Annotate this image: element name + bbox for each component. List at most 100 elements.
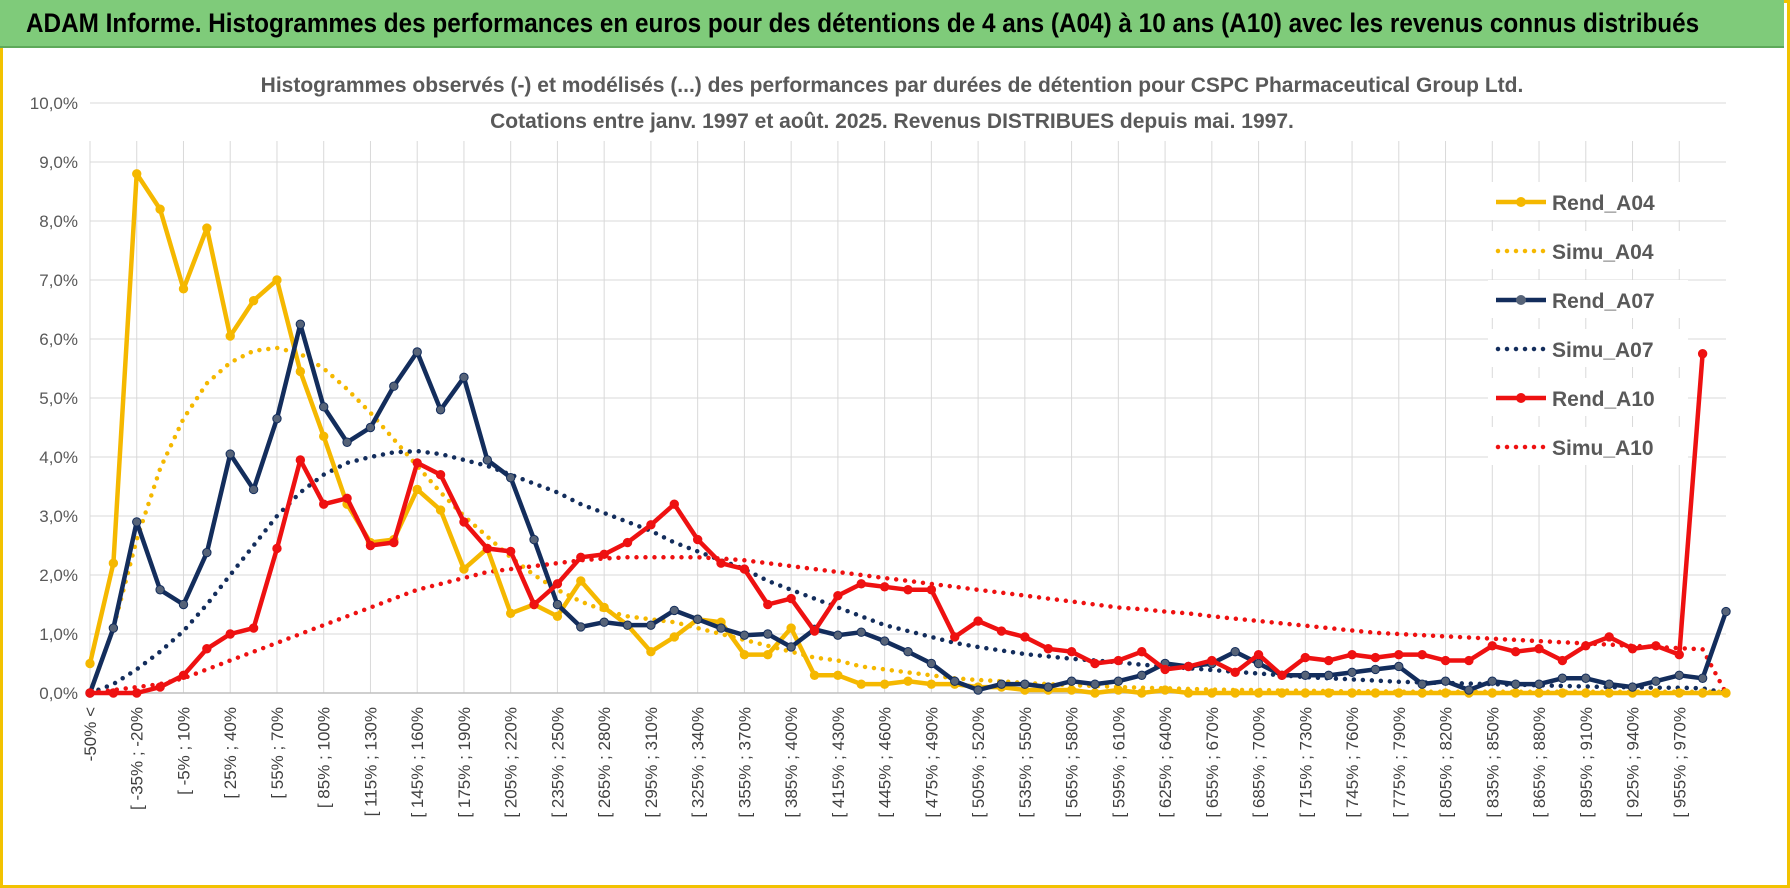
data-point <box>1090 658 1100 669</box>
data-point <box>1066 685 1077 695</box>
data-point <box>108 558 119 568</box>
data-point <box>202 644 212 654</box>
data-point <box>1183 688 1194 698</box>
data-point <box>1370 688 1381 698</box>
series-Simu_A07 <box>87 448 1729 696</box>
x-tick-label: [ 685% ; 700% <box>1250 707 1269 818</box>
y-tick-label: 6,0% <box>39 330 78 349</box>
data-point <box>739 630 750 640</box>
data-point <box>1510 647 1521 657</box>
x-tick-label: [ 535% ; 550% <box>1016 707 1035 818</box>
data-point <box>1066 647 1077 657</box>
data-point <box>342 437 352 447</box>
data-point <box>926 658 937 669</box>
data-point <box>202 223 212 233</box>
data-point <box>1207 655 1217 666</box>
data-point <box>926 585 937 595</box>
data-point <box>1510 688 1521 698</box>
data-point <box>716 558 726 568</box>
data-point <box>1721 688 1731 698</box>
data-point <box>1300 670 1311 680</box>
data-point <box>85 688 95 698</box>
data-point <box>739 564 750 574</box>
data-point <box>763 599 773 610</box>
data-point <box>1253 688 1264 698</box>
x-tick-label: [ 475% ; 490% <box>922 707 941 818</box>
legend-item: Rend_A04 <box>1488 182 1688 220</box>
data-point <box>1417 649 1427 660</box>
legend-marker <box>1516 197 1526 207</box>
series-Rend_A04 <box>85 169 1731 698</box>
data-point <box>1440 688 1451 698</box>
y-tick-label: 9,0% <box>39 153 78 172</box>
data-point <box>786 593 796 604</box>
legend-label: Simu_A04 <box>1552 241 1654 264</box>
data-point <box>669 605 679 616</box>
y-tick-label: 3,0% <box>39 507 78 526</box>
data-point <box>1253 649 1264 660</box>
data-point <box>692 534 703 545</box>
data-point <box>202 547 212 558</box>
data-point <box>1440 676 1451 686</box>
x-tick-label: [ 835% ; 850% <box>1483 707 1502 818</box>
data-point <box>903 647 913 657</box>
chart-legend: Rend_A04 Simu_A04 Rend_A07 Simu_A07 Rend_A10… <box>1488 182 1688 465</box>
data-point <box>1417 679 1427 689</box>
data-point <box>1557 673 1568 683</box>
data-point <box>1721 606 1731 617</box>
data-point <box>155 204 165 214</box>
data-point <box>833 670 843 680</box>
data-point <box>599 602 609 613</box>
data-point <box>622 537 633 548</box>
data-point <box>108 688 119 698</box>
data-point <box>412 347 422 357</box>
data-point <box>1464 655 1474 666</box>
x-tick-label: [ 655% ; 670% <box>1203 707 1222 818</box>
data-point <box>319 402 329 412</box>
data-point <box>1323 670 1334 680</box>
data-point <box>85 658 95 669</box>
data-point <box>646 520 656 530</box>
data-point <box>389 537 399 548</box>
data-point <box>435 405 446 415</box>
series-line-Rend_A07 <box>87 322 1729 694</box>
data-point <box>856 627 866 637</box>
data-point <box>248 484 259 495</box>
series-line-Simu_A07 <box>87 448 1729 696</box>
data-point <box>1604 688 1614 698</box>
data-point <box>576 622 586 632</box>
data-point <box>1417 688 1427 698</box>
data-point <box>786 642 796 652</box>
data-point <box>1323 655 1334 666</box>
x-tick-label: [ 445% ; 460% <box>876 707 895 818</box>
x-tick-label: [ 505% ; 520% <box>969 707 988 818</box>
data-point <box>248 623 259 633</box>
data-point <box>1300 652 1311 663</box>
data-point <box>435 470 446 480</box>
data-point <box>739 649 750 660</box>
x-tick-label: [ 325% ; 340% <box>689 707 708 818</box>
data-point <box>1557 655 1568 666</box>
data-point <box>1230 688 1240 698</box>
legend-item: Simu_A10 <box>1488 427 1688 465</box>
data-point <box>950 676 960 686</box>
y-tick-label: 8,0% <box>39 212 78 231</box>
data-point <box>903 585 913 595</box>
x-tick-label: [ 235% ; 250% <box>548 707 567 818</box>
data-point <box>319 499 329 509</box>
x-tick-label: [ 145% ; 160% <box>408 707 427 818</box>
data-point <box>1581 641 1591 651</box>
data-point <box>552 611 563 621</box>
legend-bg <box>1488 329 1688 367</box>
data-point <box>786 623 796 633</box>
data-point <box>622 620 633 630</box>
x-tick-label: [ -35% ; -20% <box>128 707 147 810</box>
series-line-Simu_A04 <box>87 345 1729 696</box>
data-point <box>1674 670 1684 680</box>
x-tick-label: [ 355% ; 370% <box>735 707 754 818</box>
data-point <box>178 599 189 610</box>
data-point <box>225 629 235 639</box>
data-point <box>412 458 422 468</box>
data-point <box>459 564 469 574</box>
data-point <box>1370 652 1381 663</box>
